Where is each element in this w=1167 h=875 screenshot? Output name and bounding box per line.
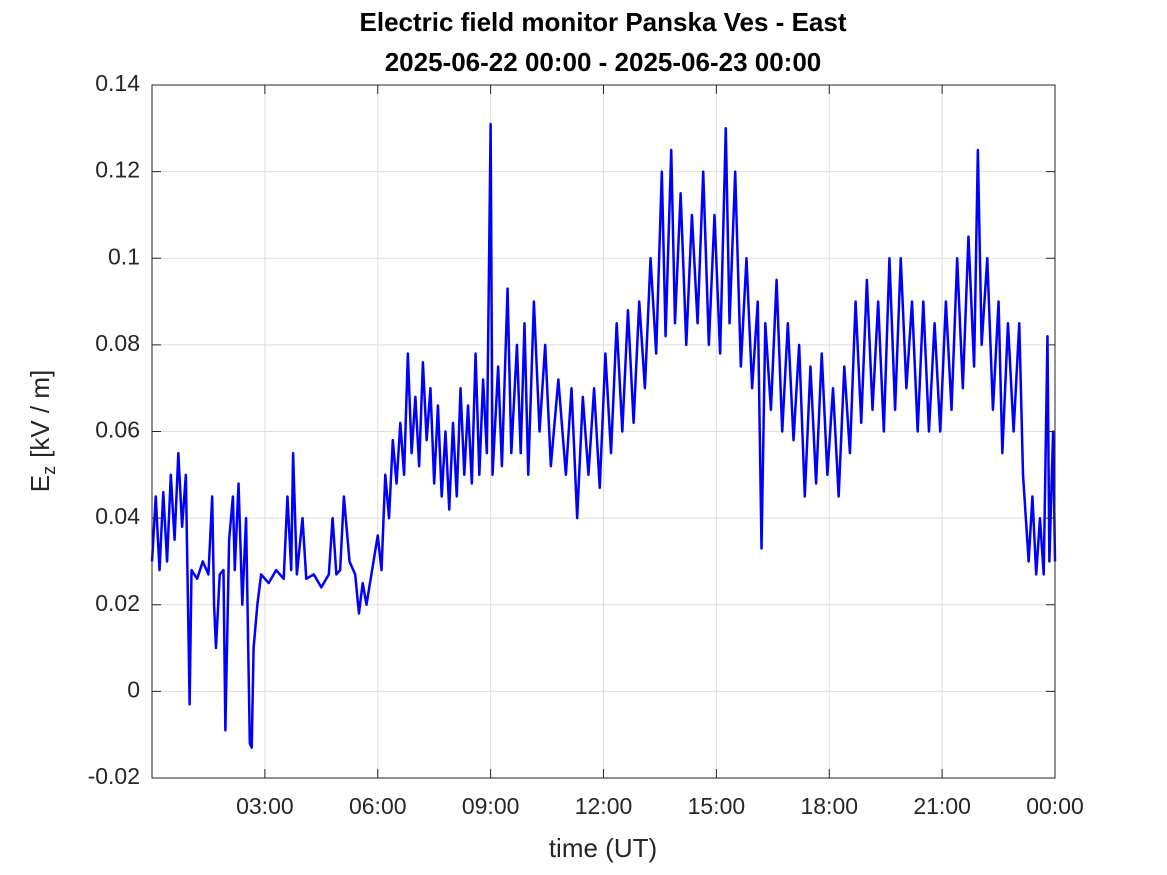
y-axis-label: Ez [kV / m] (25, 370, 59, 492)
x-tick-label: 03:00 (236, 793, 294, 819)
x-axis-label: time (UT) (549, 833, 657, 863)
x-tick-label: 09:00 (462, 793, 520, 819)
x-tick-label: 21:00 (913, 793, 971, 819)
x-tick-label: 15:00 (688, 793, 746, 819)
x-tick-label: 00:00 (1026, 793, 1084, 819)
y-label-unit: [kV / m] (25, 370, 55, 458)
y-label-sub: z (39, 466, 59, 475)
x-tick-label: 18:00 (800, 793, 858, 819)
y-tick-label: 0.02 (95, 590, 140, 616)
ticks: -0.02 0 0.02 0.04 0.06 0.08 0.1 0.12 0.14 03:00 06… (88, 70, 1084, 819)
x-tick-label: 12:00 (575, 793, 633, 819)
y-tick-label: 0.1 (108, 243, 140, 269)
y-tick-label: 0.12 (95, 157, 140, 183)
data-line (150, 122, 1057, 749)
chart-title: Electric field monitor Panska Ves - East (360, 7, 847, 37)
y-tick-label: 0.04 (95, 503, 140, 529)
series (150, 122, 1057, 749)
y-tick-label: -0.02 (88, 763, 140, 789)
y-tick-label: 0 (127, 676, 140, 702)
x-tick-label: 06:00 (349, 793, 407, 819)
y-tick-label: 0.14 (95, 70, 140, 96)
y-tick-label: 0.08 (95, 330, 140, 356)
y-tick-label: 0.06 (95, 417, 140, 443)
chart-subtitle: 2025-06-22 00:00 - 2025-06-23 00:00 (385, 47, 822, 77)
y-label-main: E (25, 475, 55, 492)
